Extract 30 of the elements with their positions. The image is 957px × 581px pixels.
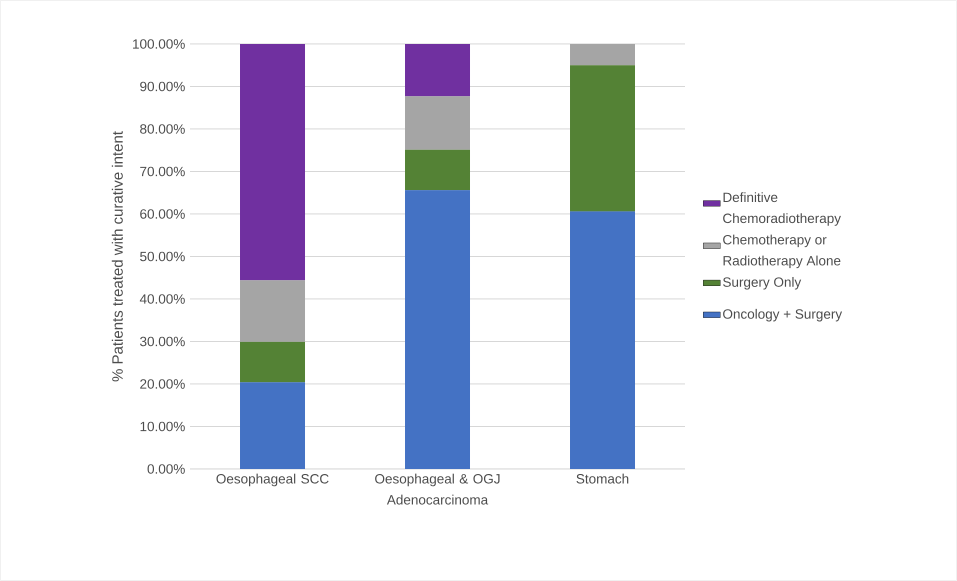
- bar: [240, 382, 306, 469]
- bar: [240, 280, 306, 342]
- y-tick-label: 40.00%: [140, 294, 185, 304]
- bar: [570, 211, 636, 469]
- y-tick-label: 80.00%: [140, 124, 185, 134]
- y-tick-label: 10.00%: [140, 422, 185, 432]
- y-tick-label: 90.00%: [140, 82, 185, 92]
- y-tick-label: 20.00%: [140, 379, 185, 389]
- bar: [570, 44, 636, 66]
- legend-label: Definitive Chemoradiotherapy: [723, 192, 841, 226]
- y-tick-label: 60.00%: [140, 209, 185, 219]
- y-tick-label: 100.00%: [133, 39, 185, 49]
- x-tick-label: Oesophageal & OGJ Adenocarcinoma: [375, 474, 500, 505]
- bar: [240, 44, 306, 280]
- bar: [405, 150, 470, 190]
- legend-label: Surgery Only: [723, 276, 802, 290]
- bar: [405, 190, 470, 469]
- legend-label: Oncology + Surgery: [723, 308, 842, 322]
- bar: [405, 44, 470, 96]
- y-tick-label: 0.00%: [148, 464, 185, 474]
- y-tick-label: 50.00%: [140, 252, 185, 262]
- bar: [240, 342, 306, 382]
- bar: [570, 65, 636, 212]
- x-tick-label: Stomach: [576, 474, 628, 484]
- y-tick-label: 70.00%: [140, 166, 185, 176]
- bar: [405, 96, 470, 150]
- x-tick-label: Oesophageal SCC: [216, 474, 329, 486]
- legend-label: Chemotherapy or Radiotherapy Alone: [723, 234, 840, 268]
- y-axis-title: % Patients treated with curative intent: [112, 131, 123, 382]
- y-tick-label: 30.00%: [140, 336, 185, 346]
